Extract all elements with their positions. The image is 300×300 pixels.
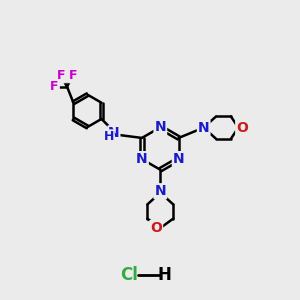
Text: O: O xyxy=(150,221,162,235)
Text: O: O xyxy=(236,121,248,135)
Text: N: N xyxy=(108,126,120,140)
Text: H: H xyxy=(158,266,172,284)
Text: F: F xyxy=(69,69,77,82)
Text: N: N xyxy=(136,152,148,166)
Text: Cl: Cl xyxy=(121,266,138,284)
Text: N: N xyxy=(154,184,166,198)
Text: N: N xyxy=(198,121,209,135)
Text: N: N xyxy=(154,120,166,134)
Text: F: F xyxy=(56,69,65,82)
Text: H: H xyxy=(104,130,114,143)
Text: F: F xyxy=(50,80,59,93)
Text: N: N xyxy=(173,152,184,166)
